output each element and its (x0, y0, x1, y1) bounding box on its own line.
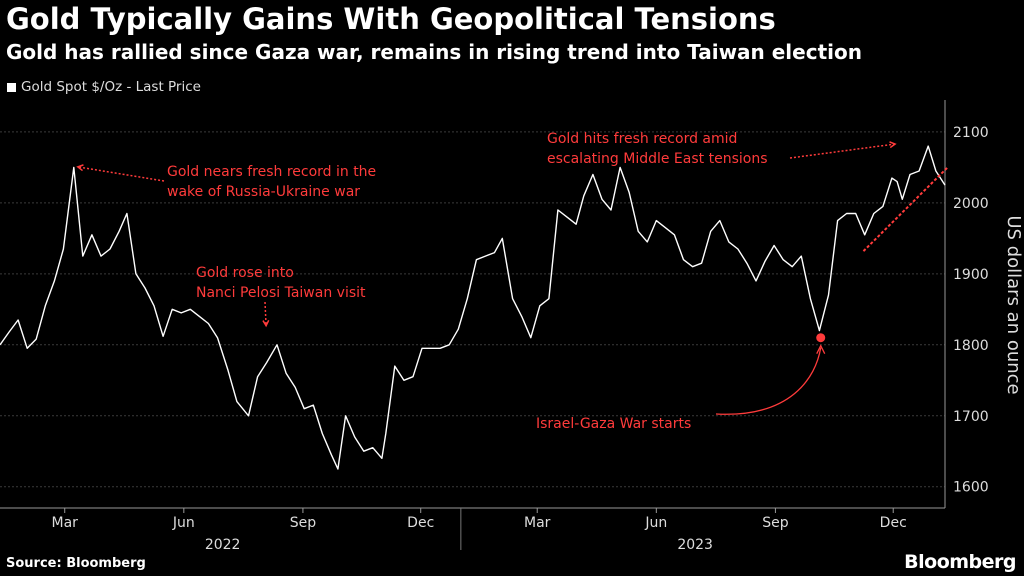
axis-layer: 1600 1700 1800 1900 2000 2100 Mar Jun Sep Dec Mar J… (0, 100, 989, 553)
chart-title: Gold Typically Gains With Geopolitical T… (6, 2, 776, 36)
y-tick-label: 1700 (953, 409, 989, 425)
x-tick-label: Sep (762, 515, 789, 531)
x-tick-label: Dec (880, 515, 907, 531)
year-label: 2023 (677, 537, 713, 553)
legend: Gold Spot $/Oz - Last Price (7, 79, 201, 95)
trendline (862, 166, 949, 252)
annotation-arrow (789, 143, 896, 159)
x-tick-label: Jun (644, 515, 667, 531)
y-tick-label: 1800 (953, 338, 989, 354)
annotation-arrow (264, 301, 267, 326)
legend-label: Gold Spot $/Oz - Last Price (21, 79, 201, 95)
annotation-layer: Gold nears fresh record in the wake of Ru… (76, 131, 949, 432)
annotation-text: escalating Middle East tensions (547, 151, 768, 167)
x-tick-label: Sep (290, 515, 317, 531)
annotation-arrow (715, 347, 822, 415)
source-note: Source: Bloomberg (6, 556, 146, 571)
grid-layer (0, 131, 945, 488)
annotation-arrowhead (76, 164, 84, 172)
bloomberg-logo: Bloomberg (904, 551, 1016, 573)
annotation-text: Gold rose into (196, 265, 294, 281)
legend-swatch (7, 82, 16, 92)
price-line (0, 145, 946, 470)
war-start-marker (816, 333, 826, 343)
year-label: 2022 (205, 537, 241, 553)
x-tick-label: Mar (524, 515, 551, 531)
x-tick-label: Jun (172, 515, 195, 531)
annotation-text: Nanci Pelosi Taiwan visit (196, 285, 366, 301)
y-tick-label: 1600 (953, 480, 989, 496)
y-tick-label: 2100 (953, 125, 989, 141)
annotation-arrowhead (889, 141, 897, 149)
line-layer (0, 145, 946, 470)
annotation-text: Israel-Gaza War starts (536, 416, 691, 432)
x-tick-label: Mar (52, 515, 79, 531)
annotation-arrowhead (816, 344, 826, 354)
chart-subtitle: Gold has rallied since Gaza war, remains… (6, 40, 862, 64)
annotation-text: Gold hits fresh record amid (547, 131, 737, 147)
y-tick-label: 1900 (953, 267, 989, 283)
y-axis-label: US dollars an ounce (1003, 215, 1024, 394)
x-tick-label: Dec (407, 515, 434, 531)
y-tick-label: 2000 (953, 196, 989, 212)
annotation-arrowhead (262, 319, 270, 328)
annotation-arrow (77, 166, 165, 182)
annotation-text: wake of Russia-Ukraine war (167, 184, 360, 200)
annotation-text: Gold nears fresh record in the (167, 164, 376, 180)
